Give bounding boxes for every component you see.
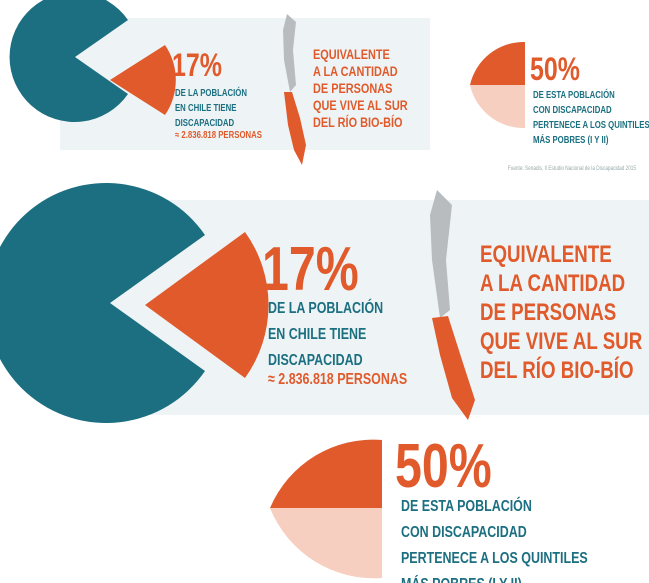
percent: 17%	[262, 234, 359, 303]
equivalence: DEL RÍO BIO-BÍO	[313, 114, 403, 131]
equivalence: EQUIVALENTE	[480, 241, 612, 268]
equivalence: DEL RÍO BIO-BÍO	[480, 356, 634, 384]
pie	[0, 183, 205, 423]
description: EN CHILE TIENE	[268, 326, 366, 344]
percent: 50%	[530, 52, 580, 88]
description: EN CHILE TIENE	[175, 102, 236, 113]
map	[284, 92, 306, 165]
equivalence: QUE VIVE AL SUR	[480, 328, 643, 355]
percent: 50%	[395, 431, 492, 500]
percent: 17%	[172, 48, 222, 84]
pie-slice	[110, 45, 176, 115]
description: DE LA POBLACIÓN	[175, 86, 247, 98]
pie-slice	[145, 232, 269, 378]
description: PERTENECE A LOS QUINTILES	[533, 119, 649, 130]
source: Fuente: Senadis, II Estudio Nacional de …	[508, 166, 636, 173]
map	[283, 14, 296, 92]
persons: ≈ 2.836.818 PERSONAS	[268, 371, 407, 389]
persons: ≈ 2.836.818 PERSONAS	[175, 129, 262, 140]
equivalence: EQUIVALENTE	[313, 47, 390, 63]
description: MÁS POBRES (I Y II)	[401, 575, 522, 583]
half-slice	[470, 41, 525, 85]
description: DE ESTA POBLACIÓN	[533, 88, 615, 100]
half-slice	[270, 508, 382, 579]
equivalence: DE PERSONAS	[313, 81, 392, 97]
description: MÁS POBRES (I Y II)	[533, 133, 608, 145]
half-slice	[470, 85, 525, 129]
description: DISCAPACIDAD	[268, 352, 363, 370]
description: DE LA POBLACIÓN	[268, 297, 383, 317]
description: CON DISCAPACIDAD	[533, 104, 612, 115]
equivalence: DE PERSONAS	[480, 299, 616, 326]
description: DE ESTA POBLACIÓN	[401, 495, 532, 515]
equivalence: QUE VIVE AL SUR	[313, 98, 408, 114]
map	[432, 316, 475, 420]
description: PERTENECE A LOS QUINTILES	[401, 550, 588, 568]
description: DISCAPACIDAD	[175, 117, 235, 128]
pie	[9, 0, 128, 122]
equivalence: A LA CANTIDAD	[313, 64, 398, 80]
description: CON DISCAPACIDAD	[401, 524, 527, 542]
equivalence: A LA CANTIDAD	[480, 270, 625, 297]
half-slice	[270, 439, 382, 508]
map	[430, 190, 452, 318]
